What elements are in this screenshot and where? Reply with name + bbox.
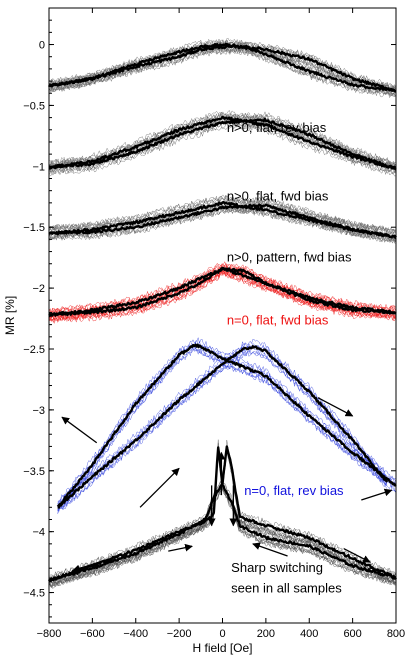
series-label: n>0, pattern, fwd bias bbox=[227, 249, 352, 264]
series-labels: n>0, flat, rev bias n>0, flat, fwd bias n>… bbox=[227, 120, 352, 498]
thin-trace bbox=[48, 46, 396, 97]
x-axis: −800 −600 −400 −200 0 200 400 600 800 bbox=[37, 8, 405, 640]
thin-trace bbox=[48, 39, 396, 89]
x-tick-label: 400 bbox=[300, 628, 318, 640]
series-4 bbox=[56, 336, 397, 514]
y-tick-label: 0 bbox=[39, 40, 45, 52]
main-trace bbox=[48, 115, 397, 170]
thin-trace bbox=[49, 46, 396, 95]
series-label: n=0, flat, rev bias bbox=[244, 483, 344, 498]
main-trace bbox=[48, 44, 397, 93]
thin-trace bbox=[48, 123, 396, 176]
thin-trace bbox=[49, 39, 397, 91]
x-tick-label: 200 bbox=[257, 628, 275, 640]
thin-trace bbox=[48, 269, 396, 322]
thin-trace bbox=[49, 194, 397, 234]
direction-arrow bbox=[61, 416, 98, 444]
main-trace bbox=[48, 203, 397, 239]
direction-arrow bbox=[317, 397, 354, 417]
y-tick-label: −1.5 bbox=[23, 222, 45, 234]
thin-trace bbox=[57, 350, 388, 511]
thin-trace bbox=[57, 340, 397, 505]
annotation-line-1: Sharp switching bbox=[231, 560, 323, 575]
series-1 bbox=[48, 109, 397, 177]
thin-trace bbox=[48, 271, 396, 325]
y-tick-label: −0.5 bbox=[23, 100, 45, 112]
main-trace bbox=[48, 266, 397, 318]
thin-trace bbox=[57, 350, 388, 514]
x-tick-label: 800 bbox=[387, 628, 405, 640]
x-tick-label: 0 bbox=[219, 628, 225, 640]
thin-trace bbox=[49, 204, 397, 244]
x-tick-label: −200 bbox=[167, 628, 192, 640]
series-label: n=0, flat, fwd bias bbox=[227, 313, 329, 328]
series-0 bbox=[47, 37, 397, 99]
main-trace bbox=[48, 200, 397, 240]
series-3 bbox=[48, 261, 397, 325]
main-trace bbox=[48, 117, 397, 171]
y-axis-title: MR [%] bbox=[3, 296, 17, 335]
direction-arrow bbox=[72, 555, 119, 573]
y-tick-label: −4.5 bbox=[23, 588, 45, 600]
y-tick-label: −3 bbox=[32, 405, 45, 417]
x-tick-label: −400 bbox=[123, 628, 148, 640]
x-tick-label: −800 bbox=[37, 628, 62, 640]
direction-arrow bbox=[361, 488, 393, 501]
trace-layer bbox=[47, 37, 397, 589]
series-label: n>0, flat, fwd bias bbox=[227, 188, 329, 203]
direction-arrow bbox=[343, 548, 371, 563]
x-axis-title: H field [Oe] bbox=[192, 641, 252, 655]
y-axis: 0 −0.5 −1 −1.5 −2 −2.5 −3 −3.5 −4 −4.5 bbox=[23, 7, 396, 618]
y-tick-label: −1 bbox=[32, 161, 45, 173]
thin-trace bbox=[48, 47, 396, 96]
direction-arrow bbox=[168, 543, 193, 552]
thin-trace bbox=[48, 205, 396, 244]
thin-trace bbox=[57, 346, 397, 512]
main-trace bbox=[57, 345, 389, 509]
y-tick-label: −2.5 bbox=[23, 344, 45, 356]
main-trace bbox=[48, 446, 397, 581]
direction-arrow bbox=[139, 467, 180, 508]
series-5 bbox=[47, 439, 397, 589]
thin-trace bbox=[48, 120, 396, 174]
thin-trace bbox=[57, 348, 397, 514]
y-tick-label: −2 bbox=[32, 283, 45, 295]
series-2 bbox=[48, 194, 397, 244]
direction-arrow bbox=[252, 542, 288, 557]
thin-trace bbox=[48, 261, 396, 314]
y-tick-label: −4 bbox=[32, 527, 45, 539]
direction-arrows bbox=[61, 397, 393, 573]
x-tick-label: 600 bbox=[343, 628, 361, 640]
x-tick-label: −600 bbox=[80, 628, 105, 640]
y-tick-label: −3.5 bbox=[23, 466, 45, 478]
annotation-line-2: seen in all samples bbox=[231, 581, 342, 596]
series-label: n>0, flat, rev bias bbox=[227, 120, 327, 135]
